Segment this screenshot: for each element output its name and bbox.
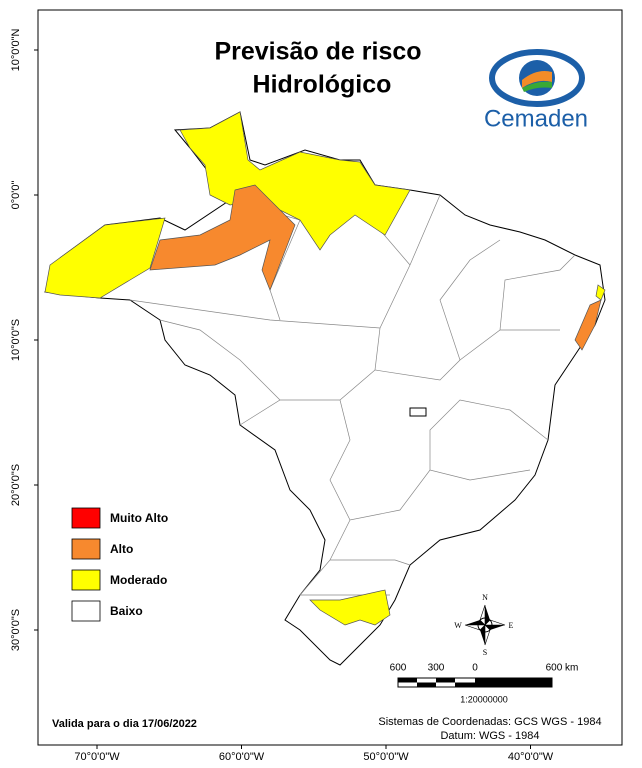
compass-letter: E [509,621,514,630]
legend-swatch [71,538,101,560]
logo-text: Cemaden [484,105,588,132]
logo: Cemaden [484,49,588,132]
scale-label: 300 [428,663,445,674]
map [44,111,606,666]
scale-label: 0 [472,663,478,674]
legend-label: Alto [110,542,133,556]
latitude-label: 0°0'0" [10,181,22,210]
legend-swatch [71,507,101,529]
map-frame [37,9,623,746]
validity-date: Valida para o dia 17/06/2022 [52,718,197,730]
scale-segment [398,678,417,683]
compass-letter: W [454,621,462,630]
logo-band [522,71,552,88]
latitude-label: 30°0'0"S [10,609,22,651]
legend-swatch [71,600,101,622]
scale-ratio: 1:20000000 [460,694,508,704]
scale-label: 600 [390,663,407,674]
region-alto [574,299,602,351]
logo-eye [489,49,585,107]
longitude-label: 40°0'0"W [508,751,554,763]
legend-label: Baixo [110,604,143,618]
compass-ring [477,617,493,633]
scale-segment [417,682,436,687]
legend-label: Muito Alto [110,511,168,525]
title-line: Hidrológico [253,71,392,99]
region-moderado [309,589,391,626]
compass-rose [464,604,506,646]
scale-bar: 600 300 0 600 km 1:20000000 [390,663,579,705]
latitude-label: 20°0'0"S [10,464,22,506]
longitude-label: 60°0'0"W [219,751,265,763]
legend-swatch [71,569,101,591]
longitude-label: 70°0'0"W [74,751,120,763]
coordinate-system: Sistemas de Coordenadas: GCS WGS - 1984 [378,716,601,728]
longitude-labels: 70°0'0"W 60°0'0"W 50°0'0"W 40°0'0"W [74,745,554,763]
legend: Muito Alto Alto Moderado Baixo [71,507,168,622]
scale-segment [475,678,552,687]
title-line: Previsão de risco [214,38,421,66]
longitude-label: 50°0'0"W [363,751,409,763]
logo-band [522,81,552,92]
region-alto [149,184,296,291]
scale-segment [436,678,455,683]
compass-letter: S [483,648,487,657]
scale-label: 600 km [546,663,579,674]
legend-label: Moderado [110,573,167,587]
latitude-labels: 10°0'0"N 0°0'0" 10°0'0"S 20°0'0"S 30°0'0"S [10,29,38,651]
latitude-label: 10°0'0"S [10,319,22,361]
latitude-label: 10°0'0"N [10,29,22,72]
federal-district [409,407,427,417]
scale-segment [455,682,475,687]
region-moderado [44,217,166,299]
coordinate-system: Datum: WGS - 1984 [440,730,539,742]
region-moderado [179,111,411,251]
compass: N S E W [454,593,513,657]
compass-letter: N [482,593,488,602]
